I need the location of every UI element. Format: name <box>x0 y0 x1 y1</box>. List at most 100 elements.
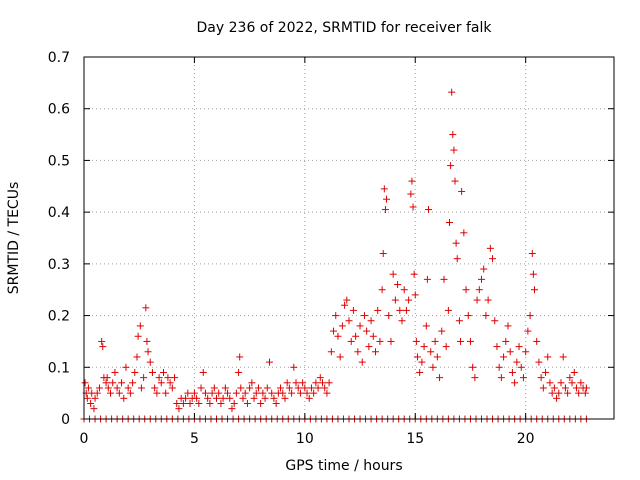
data-point <box>120 394 128 402</box>
data-point <box>190 389 198 397</box>
data-point <box>493 343 501 351</box>
data-point <box>226 394 234 402</box>
data-point <box>444 306 452 314</box>
data-point <box>440 275 448 283</box>
data-point <box>412 337 420 345</box>
grid-layer <box>84 57 614 419</box>
data-point <box>124 384 132 392</box>
data-point <box>113 384 121 392</box>
data-point <box>542 368 550 376</box>
y-tick-label: 0.3 <box>48 257 70 273</box>
axis-ticks: 0 0.1 0.2 0.3 0.4 0.5 0.6 0.7 0 5 10 15 20 <box>48 50 614 447</box>
data-point <box>173 399 181 407</box>
data-point <box>379 250 387 258</box>
data-point <box>316 374 324 382</box>
data-point <box>528 250 536 258</box>
data-point <box>241 389 249 397</box>
data-point <box>195 399 203 407</box>
x-tick-label: 15 <box>406 431 424 447</box>
data-point <box>228 405 236 413</box>
data-point <box>254 384 262 392</box>
data-point <box>230 399 238 407</box>
data-point <box>497 374 505 382</box>
data-point <box>500 353 508 361</box>
y-tick-label: 0.4 <box>48 205 70 221</box>
data-point <box>157 379 165 387</box>
data-point <box>237 384 245 392</box>
data-point <box>427 348 435 356</box>
data-point <box>93 389 101 397</box>
data-point <box>460 229 468 237</box>
data-point <box>268 389 276 397</box>
data-point <box>561 384 569 392</box>
data-point <box>153 389 161 397</box>
data-point <box>475 286 483 294</box>
data-point <box>137 384 145 392</box>
data-point <box>572 384 580 392</box>
data-point <box>431 337 439 345</box>
data-point <box>199 368 207 376</box>
data-point <box>215 389 223 397</box>
data-point <box>352 332 360 340</box>
x-tick-label: 10 <box>296 431 314 447</box>
data-point <box>341 301 349 309</box>
x-tick-label: 20 <box>517 431 535 447</box>
data-point <box>416 368 424 376</box>
data-point <box>378 286 386 294</box>
data-point <box>98 337 106 345</box>
data-point <box>398 317 406 325</box>
data-point <box>87 399 95 407</box>
data-point <box>575 389 583 397</box>
data-point <box>305 394 313 402</box>
y-tick-label: 0 <box>61 412 70 428</box>
data-point <box>144 348 152 356</box>
data-point <box>391 296 399 304</box>
data-point <box>452 239 460 247</box>
data-point <box>394 281 402 289</box>
data-point <box>217 399 225 407</box>
data-point <box>334 332 342 340</box>
data-points <box>80 88 590 423</box>
data-point <box>323 389 331 397</box>
data-point <box>526 312 534 320</box>
data-point <box>155 374 163 382</box>
data-point <box>133 353 141 361</box>
data-point <box>332 312 340 320</box>
data-point <box>548 389 556 397</box>
data-point <box>405 296 413 304</box>
data-point <box>495 363 503 371</box>
data-point <box>486 244 494 252</box>
y-tick-label: 0.6 <box>48 102 70 118</box>
data-point <box>380 185 388 193</box>
data-point <box>292 379 300 387</box>
data-point <box>464 312 472 320</box>
data-point <box>283 379 291 387</box>
data-point <box>400 286 408 294</box>
data-point <box>232 389 240 397</box>
data-point <box>550 384 558 392</box>
data-point <box>376 337 384 345</box>
data-point <box>171 374 179 382</box>
data-point <box>413 353 421 361</box>
data-point <box>259 389 267 397</box>
data-point <box>531 286 538 294</box>
data-point <box>184 389 192 397</box>
data-point <box>236 353 244 361</box>
data-point <box>83 394 91 402</box>
data-point <box>449 131 457 139</box>
data-point <box>160 368 167 376</box>
data-point <box>478 275 485 283</box>
data-point <box>383 195 391 203</box>
data-point <box>349 306 357 314</box>
data-point <box>219 394 227 402</box>
data-point <box>299 379 307 387</box>
data-point <box>221 384 229 392</box>
data-point <box>457 337 465 345</box>
data-point <box>448 88 456 96</box>
data-point <box>566 374 574 382</box>
data-point <box>369 332 377 340</box>
data-point <box>420 343 428 351</box>
data-point <box>484 296 492 304</box>
data-point <box>272 399 280 407</box>
data-point <box>411 291 419 299</box>
